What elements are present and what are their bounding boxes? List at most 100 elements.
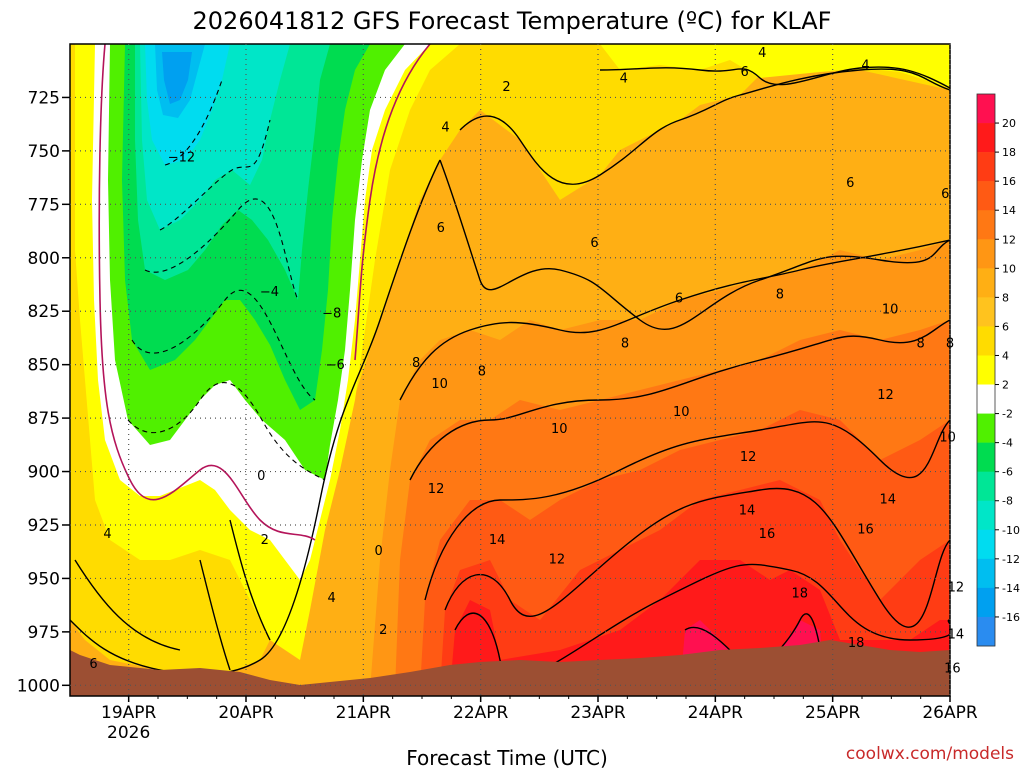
x-tick-label: 20APR (218, 703, 274, 723)
colorbar-swatch (977, 500, 995, 531)
colorbar-tick-label: 6 (1002, 320, 1009, 333)
contour-value-label: 8 (917, 337, 925, 352)
contour-value-label: 18 (848, 636, 865, 651)
x-axis-label: Forecast Time (UTC) (406, 746, 608, 768)
y-tick-label: 875 (28, 409, 60, 429)
contour-value-label: 2 (502, 80, 510, 95)
y-tick-label: 975 (28, 623, 60, 643)
x-tick-label: 24APR (688, 703, 744, 723)
y-tick-label: 900 (28, 463, 60, 483)
contour-line (144, 198, 299, 301)
colorbar: 20 18 16 14 12 10 8 6 4 2 -2 -4 -6 -8 -10 -12 -14 -16 (976, 93, 1020, 647)
colorbar-tick-label: -10 (1002, 524, 1020, 537)
colorbar-swatch (977, 384, 995, 414)
colorbar-swatch (977, 529, 995, 560)
y-tick-label: 825 (28, 302, 60, 322)
contour-value-label: 10 (551, 422, 568, 437)
colorbar-tick-label: -14 (1002, 582, 1020, 595)
contour-value-label: 6 (941, 187, 949, 202)
contour-line (454, 563, 950, 679)
contour-value-label: 12 (948, 580, 965, 595)
contour-value-label: 16 (857, 523, 874, 538)
x-tick-label: 19APR (101, 703, 157, 723)
contour-line (127, 382, 326, 481)
contour-value-label: −8 (322, 307, 341, 322)
contour-line (439, 159, 950, 331)
contour-value-label: −12 (168, 151, 195, 166)
contour-value-label: 4 (758, 46, 766, 61)
gridlines (70, 44, 951, 696)
x-tick-label: 25APR (805, 703, 861, 723)
contour-value-label: 14 (880, 493, 897, 508)
colorbar-tick-label: 20 (1002, 117, 1016, 130)
colorbar-tick-label: 12 (1002, 233, 1016, 246)
contour-line (599, 66, 950, 89)
colorbar-swatch (977, 471, 995, 502)
y-tick-label: 725 (28, 88, 60, 108)
x-tick-label: 26APR (922, 703, 978, 723)
zero-isotherm (98, 44, 431, 541)
contour-value-label: 8 (946, 337, 954, 352)
x-year-label: 2026 (107, 723, 150, 743)
contour-value-label: 12 (428, 482, 445, 497)
contour-value-label: 8 (621, 337, 629, 352)
contour-value-label: 16 (944, 661, 961, 676)
zero-isotherm-line (354, 44, 431, 361)
contour-value-label: 12 (549, 552, 566, 567)
contour-value-label: 12 (740, 450, 757, 465)
contour-value-label: 6 (846, 176, 854, 191)
colorbar-tick-label: 18 (1002, 146, 1016, 159)
contour-value-label: 18 (792, 587, 809, 602)
chart-title: 2026041812 GFS Forecast Temperature (ºC)… (193, 7, 832, 35)
contour-value-label: 8 (412, 356, 420, 371)
contour-line (74, 559, 181, 651)
y-tick-label: 775 (28, 195, 60, 215)
contour-value-label: 16 (759, 527, 776, 542)
contour-value-label: 12 (877, 388, 894, 403)
credit-text: coolwx.com/models (846, 744, 1014, 764)
x-axis: 19APR 20APR 21APR 22APR 23APR 24APR 25APR 26APR (101, 696, 978, 723)
colorbar-tick-label: -4 (1002, 437, 1013, 450)
contour-value-label: 4 (103, 527, 111, 542)
contour-value-label: 2 (261, 533, 269, 548)
colorbar-swatch (977, 123, 995, 153)
contour-line (409, 319, 950, 481)
y-tick-label: 850 (28, 356, 60, 376)
contour-line (199, 559, 231, 671)
contour-value-label: 4 (861, 59, 869, 74)
contour-value-label: 14 (948, 627, 965, 642)
x-tick-label: 22APR (453, 703, 509, 723)
contour-value-label: 10 (673, 405, 690, 420)
contour-value-label: 4 (620, 71, 628, 86)
y-tick-label: 950 (28, 569, 60, 589)
x-tick-label: 21APR (336, 703, 392, 723)
colorbar-tick-label: -8 (1002, 495, 1013, 508)
colorbar-swatch (977, 152, 995, 182)
colorbar-tick-label: -12 (1002, 553, 1020, 566)
y-tick-label: 925 (28, 516, 60, 536)
colorbar-tick-label: 4 (1002, 349, 1009, 362)
contour-line (159, 119, 271, 231)
contour-value-label: 14 (739, 503, 756, 518)
colorbar-tick-label: 16 (1002, 175, 1016, 188)
contour-value-label: 6 (675, 292, 683, 307)
colorbar-tick-label: 14 (1002, 204, 1016, 217)
contour-value-label: −6 (326, 358, 345, 373)
contour-value-label: −4 (260, 285, 279, 300)
temp-region-2-4 (600, 44, 950, 88)
colorbar-tick-label: 10 (1002, 262, 1016, 275)
colorbar-swatch (977, 297, 995, 327)
contour-line (164, 79, 223, 166)
contour-line (444, 487, 950, 628)
colorbar-swatch (977, 587, 995, 618)
colorbar-swatch (977, 94, 995, 124)
colorbar-tick-label: 2 (1002, 379, 1009, 392)
colorbar-tick-label: -6 (1002, 466, 1013, 479)
colorbar-swatch (977, 181, 995, 211)
contour-value-label: 4 (441, 121, 449, 136)
contour-value-label: 6 (437, 221, 445, 236)
y-tick-label: 750 (28, 142, 60, 162)
colorbar-swatch (977, 268, 995, 298)
ground-surface (70, 640, 950, 696)
